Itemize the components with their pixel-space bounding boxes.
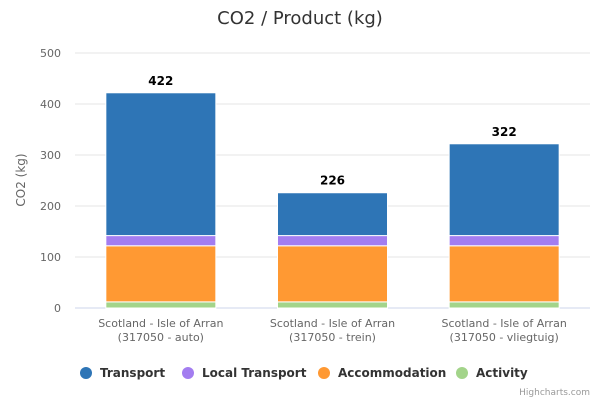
bar-local-transport[interactable] [105,235,217,247]
x-tick-label: (317050 - auto) [118,331,204,344]
bar-accommodation[interactable] [105,245,217,303]
bar-activity[interactable] [105,301,217,309]
total-labels: 422 226 322 [148,74,516,188]
total-label: 322 [492,125,517,139]
bar-accommodation[interactable] [448,245,560,303]
bar-transport[interactable] [105,92,217,237]
legend-marker [80,367,92,379]
chart-title: CO2 / Product (kg) [217,8,383,29]
legend-label: Transport [100,366,165,380]
y-tick-label: 200 [40,200,61,213]
legend-label: Accommodation [338,366,446,380]
x-tick-label: Scotland - Isle of Arran [442,317,567,330]
bar-transport[interactable] [448,143,560,237]
legend-label: Activity [476,366,528,380]
legend-item-accommodation[interactable]: Accommodation [318,366,446,380]
y-tick-label: 0 [54,302,61,315]
x-axis-ticks: Scotland - Isle of Arran(317050 - auto)S… [98,317,567,344]
legend: Transport Local Transport Accommodation Act… [80,366,528,380]
legend-item-activity[interactable]: Activity [456,366,528,380]
legend-marker [318,367,330,379]
x-tick-label: Scotland - Isle of Arran [270,317,395,330]
bar-activity[interactable] [277,301,388,309]
legend-item-transport[interactable]: Transport [80,366,165,380]
bar-accommodation[interactable] [277,245,388,303]
y-tick-label: 400 [40,98,61,111]
y-tick-label: 500 [40,47,61,60]
bar-transport[interactable] [277,192,388,237]
x-tick-label: (317050 - trein) [289,331,376,344]
legend-label: Local Transport [202,366,307,380]
y-tick-label: 300 [40,149,61,162]
y-tick-label: 100 [40,251,61,264]
bar-local-transport[interactable] [448,235,560,247]
bars [105,92,560,309]
x-tick-label: (317050 - vliegtuig) [450,331,559,344]
legend-marker [182,367,194,379]
y-axis-ticks: 0 100 200 300 400 500 [40,47,61,315]
legend-item-local-transport[interactable]: Local Transport [182,366,307,380]
total-label: 422 [148,74,173,88]
bar-activity[interactable] [448,301,560,309]
x-tick-label: Scotland - Isle of Arran [98,317,223,330]
bar-local-transport[interactable] [277,235,388,247]
total-label: 226 [320,174,345,188]
y-axis-label: CO2 (kg) [14,153,28,206]
legend-marker [456,367,468,379]
credits-link[interactable]: Highcharts.com [519,388,590,398]
